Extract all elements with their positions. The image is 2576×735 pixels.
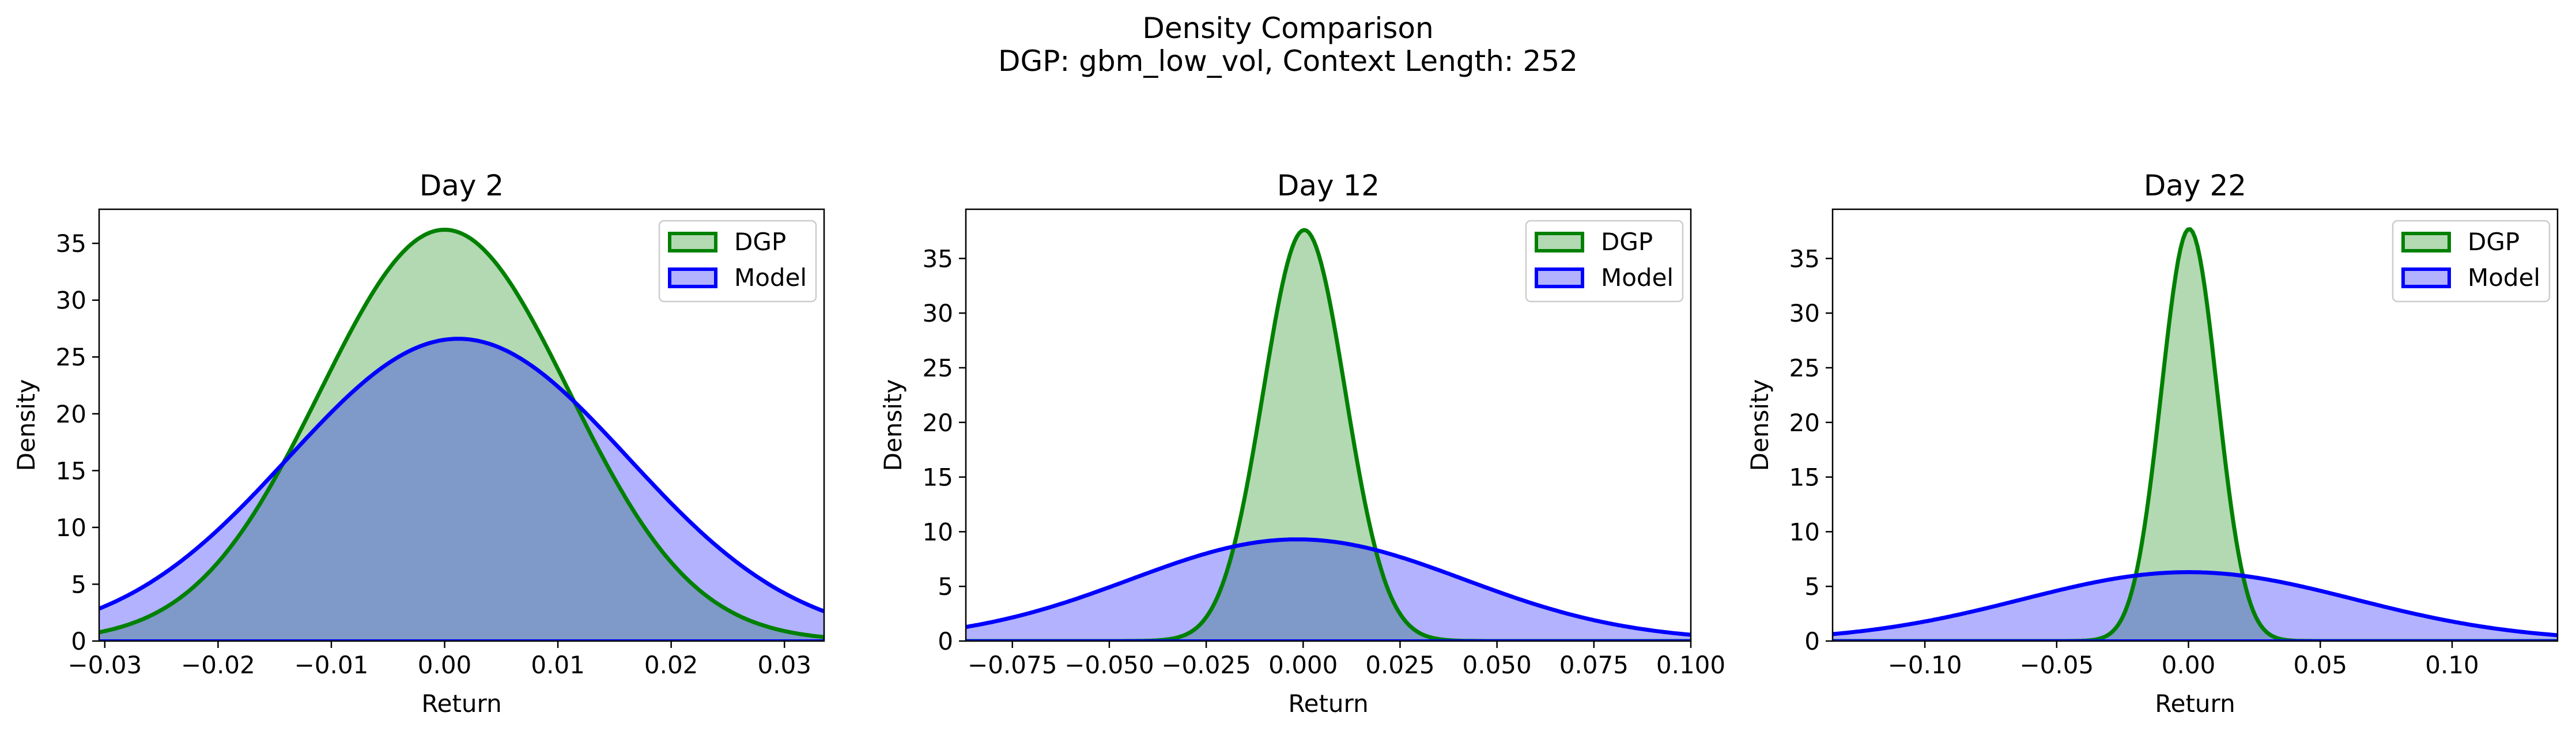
plot-area [99, 228, 824, 641]
y-tick-label: 35 [56, 229, 86, 258]
model-density-line [966, 537, 1691, 637]
plot-area [1833, 227, 2558, 641]
x-tick-label: 0.000 [1268, 651, 1338, 679]
model-density-line [1833, 570, 2558, 638]
subplot-1: −0.03 −0.02 −0.01 0.00 0.01 0.02 0.03 0 5 10 15 20 2… [12, 169, 825, 718]
dgp-density-line [966, 228, 1691, 641]
axes-frame [98, 208, 825, 642]
y-tick-label: 25 [1789, 354, 1820, 382]
x-tick-label: −0.02 [181, 651, 255, 679]
y-tick-label: 15 [923, 463, 953, 492]
y-axis-label: Density [879, 379, 907, 472]
x-tick-label: 0.10 [2425, 651, 2479, 679]
legend-label-dgp: DGP [2468, 228, 2520, 256]
dgp-density-fill [1833, 229, 2558, 641]
legend: DGP Model [658, 220, 817, 303]
x-tick-label: 0.03 [757, 651, 811, 679]
y-tick-label: 10 [1789, 518, 1820, 546]
figure-title: Density Comparison [1142, 12, 1433, 45]
axes-frame [965, 208, 1692, 642]
x-axis-label: Return [2155, 689, 2235, 718]
legend-label-dgp: DGP [734, 228, 786, 256]
x-tick-label: −0.10 [1888, 651, 1962, 679]
x-tick-label: 0.01 [531, 651, 585, 679]
x-tick-label: 0.050 [1463, 651, 1532, 679]
x-tick-label: −0.05 [2019, 651, 2094, 679]
y-tick-label: 20 [1789, 409, 1820, 437]
overlap-density-fill [99, 338, 824, 641]
x-tick-label: −0.075 [968, 651, 1057, 679]
y-tick-label: 10 [923, 518, 953, 546]
dgp-density-line [1833, 227, 2558, 641]
x-tick-label: −0.01 [294, 651, 369, 679]
legend-swatch-model [2401, 267, 2451, 288]
panels: −0.03 −0.02 −0.01 0.00 0.01 0.02 0.03 0 5 10 15 20 2… [12, 169, 2559, 718]
subplot-3: −0.10 −0.05 0.00 0.05 0.10 0 5 10 15 20 25 30 35 Day … [1746, 169, 2559, 718]
y-axis-label: Density [12, 379, 40, 472]
legend-label-model: Model [734, 263, 807, 292]
legend: DGP Model [1525, 220, 1684, 303]
y-tick-label: 15 [56, 457, 86, 485]
overlap-density-fill [1833, 572, 2558, 641]
dgp-density-fill [966, 230, 1691, 641]
legend-label-model: Model [2468, 263, 2540, 292]
x-axis-label: Return [421, 689, 501, 718]
plot-area [966, 228, 1691, 641]
axes-frame [1831, 208, 2559, 642]
x-tick-label: 0.075 [1559, 651, 1629, 679]
legend-swatch-model [1535, 267, 1584, 288]
legend-swatch-dgp [668, 232, 717, 252]
y-tick-label: 15 [1789, 463, 1820, 492]
panel-title: Day 22 [2144, 169, 2246, 202]
figure-subtitle: DGP: gbm_low_vol, Context Length: 252 [998, 44, 1578, 78]
y-tick-label: 10 [56, 514, 86, 542]
legend-swatch-dgp [2401, 232, 2451, 252]
legend-label-dgp: DGP [1601, 228, 1653, 256]
subplot-2: −0.075 −0.050 −0.025 0.000 0.025 0.050 0.075 0.… [879, 169, 1725, 718]
x-tick-label: 0.00 [2162, 651, 2216, 679]
y-tick-label: 5 [71, 570, 86, 598]
overlap-density-fill [966, 539, 1691, 641]
legend-swatch-model [668, 267, 717, 288]
dgp-density-line [99, 228, 824, 639]
panel-title: Day 2 [420, 169, 504, 202]
y-tick-label: 30 [56, 287, 86, 315]
y-tick-label: 20 [56, 400, 86, 428]
x-tick-label: 0.100 [1656, 651, 1725, 679]
legend-swatch-dgp [1535, 232, 1584, 252]
y-tick-label: 35 [1789, 244, 1820, 273]
y-tick-label: 0 [938, 627, 953, 655]
y-tick-label: 30 [923, 299, 953, 327]
x-tick-label: 0.02 [644, 651, 698, 679]
x-tick-label: −0.03 [67, 651, 142, 679]
y-tick-label: 5 [1804, 572, 1820, 601]
y-tick-label: 25 [923, 354, 953, 382]
y-tick-label: 0 [71, 627, 86, 655]
y-axis-label: Density [1746, 379, 1774, 472]
x-tick-label: −0.025 [1161, 651, 1251, 679]
y-tick-label: 5 [938, 572, 953, 601]
y-tick-label: 30 [1789, 299, 1820, 327]
x-axis-label: Return [1288, 689, 1368, 718]
panel-title: Day 12 [1277, 169, 1380, 202]
legend: DGP Model [2392, 220, 2551, 303]
y-tick-label: 25 [56, 343, 86, 371]
x-tick-label: 0.00 [418, 651, 472, 679]
y-tick-label: 20 [923, 409, 953, 437]
y-tick-label: 0 [1804, 627, 1820, 655]
y-tick-label: 35 [923, 244, 953, 273]
legend-label-model: Model [1601, 263, 1674, 292]
x-tick-label: −0.050 [1064, 651, 1154, 679]
model-density-line [99, 337, 824, 613]
x-tick-label: 0.05 [2294, 651, 2348, 679]
x-tick-label: 0.025 [1365, 651, 1434, 679]
